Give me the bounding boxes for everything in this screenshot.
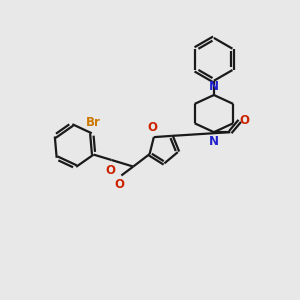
Text: O: O <box>239 114 249 127</box>
Text: O: O <box>114 178 124 191</box>
Text: O: O <box>106 164 116 176</box>
Text: Br: Br <box>86 116 101 129</box>
Text: O: O <box>148 121 158 134</box>
Text: N: N <box>209 134 219 148</box>
Text: N: N <box>209 80 219 93</box>
